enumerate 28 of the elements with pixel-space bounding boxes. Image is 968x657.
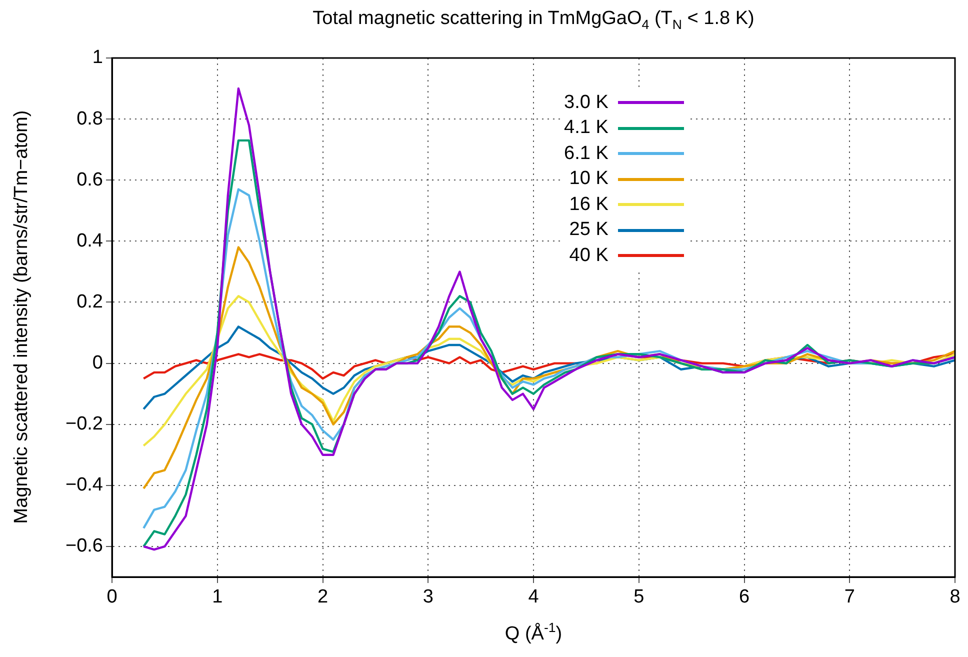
x-tick-label: 2 (317, 586, 328, 608)
y-tick-label: −0.4 (65, 474, 104, 496)
legend-label: 40 K (569, 244, 608, 267)
y-tick-label: 0.4 (76, 230, 104, 252)
x-tick-label: 3 (422, 586, 434, 608)
y-tick-label: 0 (92, 352, 103, 374)
legend-label: 3.0 K (564, 92, 608, 114)
x-tick-label: 7 (844, 586, 855, 608)
x-tick-label: 8 (950, 586, 960, 608)
y-tick-label: 0.8 (76, 108, 103, 130)
y-tick-label: 0.2 (76, 291, 103, 312)
y-tick-label: −0.2 (65, 414, 103, 435)
x-tick-label: 0 (106, 586, 118, 608)
y-axis-title: Magnetic scattered intensity (barns/str/Tm−atom) (11, 109, 33, 526)
legend-label: 25 K (569, 219, 608, 242)
y-tick-label: 0.6 (76, 169, 103, 190)
x-tick-label: 5 (634, 586, 644, 608)
y-tick-label: 1 (92, 47, 103, 68)
legend-label: 16 K (569, 194, 608, 216)
x-tick-label: 1 (212, 586, 223, 608)
y-tick-label: −0.6 (65, 536, 103, 557)
legend-label: 10 K (569, 168, 608, 190)
x-tick-label: 6 (738, 586, 750, 608)
chart-title: Total magnetic scattering in TmMgGaO$_{4}$ (T$_{N}$ < 1.8 K) (312, 8, 756, 32)
x-tick-label: 4 (528, 586, 540, 608)
legend-label: 4.1 K (564, 117, 608, 140)
legend-label: 6.1 K (564, 142, 608, 165)
x-axis-title: Q (Å$^{-1}$) (504, 620, 564, 646)
